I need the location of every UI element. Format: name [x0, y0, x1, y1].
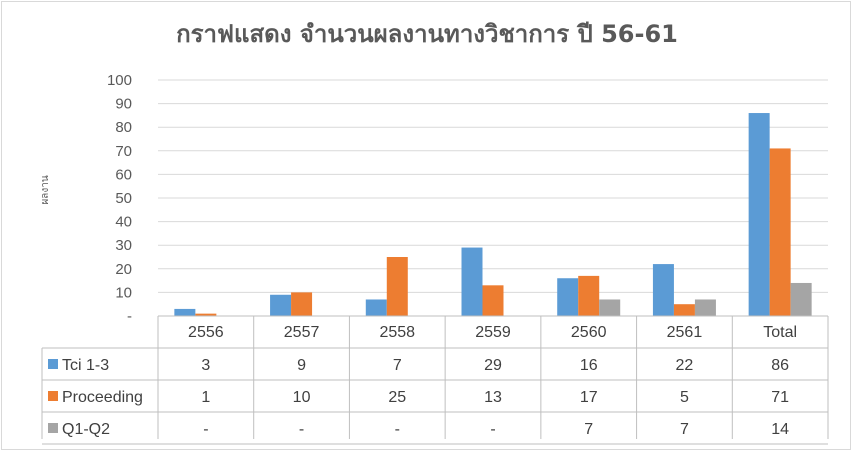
- y-tick-label: 10: [115, 284, 132, 301]
- y-tick-label: 80: [115, 119, 132, 136]
- data-table-cell: 71: [771, 389, 789, 406]
- bar-tci-1-3-2556: [174, 308, 196, 316]
- data-table-cell: 13: [484, 389, 502, 406]
- legend-entry: Proceeding: [62, 389, 143, 406]
- bar-tci-1-3-2557: [270, 294, 292, 316]
- data-table-cell: -: [203, 421, 208, 438]
- legend-key: [48, 423, 58, 433]
- y-tick-label: 20: [115, 261, 132, 278]
- data-table-cell: -: [490, 421, 495, 438]
- data-table-cell: 22: [676, 357, 694, 374]
- category-label: 2559: [475, 324, 511, 341]
- y-tick-label: 90: [115, 96, 132, 113]
- y-tick-label: 70: [115, 143, 132, 160]
- category-label: 2558: [379, 324, 415, 341]
- bar-q1-q2-2560: [599, 299, 621, 316]
- category-label: 2557: [284, 324, 320, 341]
- data-table-cell: -: [395, 421, 400, 438]
- legend-key: [48, 391, 58, 401]
- data-table-cell: 1: [201, 389, 210, 406]
- category-label: 2556: [188, 324, 224, 341]
- legend-entry: Q1-Q2: [62, 421, 110, 438]
- bar-proceeding-2557: [291, 292, 313, 316]
- legend-key: [48, 359, 58, 369]
- data-table-cell: 86: [771, 357, 789, 374]
- y-tick-label: 40: [115, 214, 132, 231]
- data-table-cell: 16: [580, 357, 598, 374]
- bar-tci-1-3-2561: [652, 264, 674, 316]
- data-table-cell: 7: [680, 421, 689, 438]
- data-table-cell: 5: [680, 389, 689, 406]
- bar-tci-1-3-2560: [557, 278, 579, 316]
- data-table-cell: 14: [771, 421, 789, 438]
- y-tick-label: 30: [115, 237, 132, 254]
- data-table-cell: -: [299, 421, 304, 438]
- category-label: 2561: [667, 324, 703, 341]
- bar-proceeding-2558: [386, 257, 408, 316]
- y-tick-label: 100: [107, 72, 132, 89]
- bar-proceeding-2559: [482, 285, 504, 316]
- category-label: 2560: [571, 324, 607, 341]
- bar-proceeding-2560: [578, 275, 600, 316]
- data-table-cell: 10: [293, 389, 311, 406]
- data-table-cell: 9: [297, 357, 306, 374]
- data-table-cell: 25: [388, 389, 406, 406]
- category-label: Total: [763, 324, 797, 341]
- data-table-cell: 29: [484, 357, 502, 374]
- y-tick-label: 60: [115, 166, 132, 183]
- bar-proceeding-total: [769, 148, 791, 316]
- data-table-cell: 3: [201, 357, 210, 374]
- bar-tci-1-3-total: [748, 113, 770, 316]
- bar-tci-1-3-2558: [365, 299, 387, 316]
- bar-proceeding-2556: [195, 313, 217, 316]
- data-table-cell: 17: [580, 389, 598, 406]
- y-tick-label: 50: [115, 190, 132, 207]
- data-table-cell: 7: [584, 421, 593, 438]
- bar-q1-q2-total: [790, 282, 812, 316]
- chart-title: กราฟแสดง จำนวนผลงานทางวิชาการ ปี 56-61: [176, 20, 678, 48]
- legend-entry: Tci 1-3: [62, 357, 109, 374]
- bar-proceeding-2561: [673, 304, 695, 316]
- data-table-cell: 7: [393, 357, 402, 374]
- bar-q1-q2-2561: [694, 299, 716, 316]
- y-tick-label: -: [127, 308, 132, 325]
- bar-tci-1-3-2559: [461, 247, 483, 316]
